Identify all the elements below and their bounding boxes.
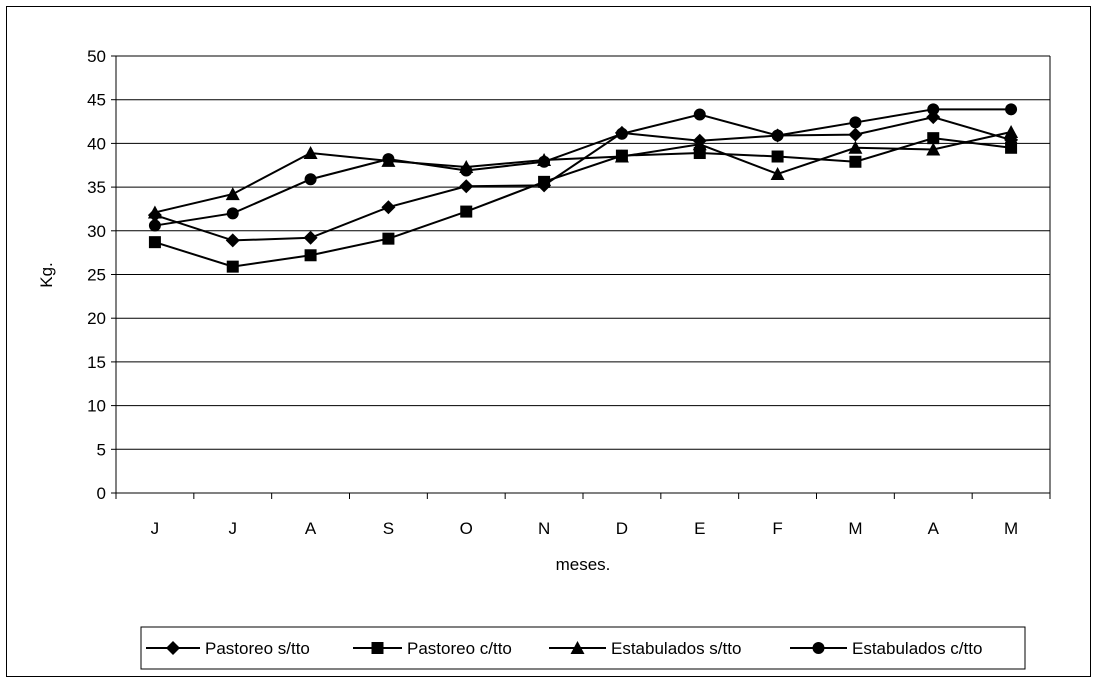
x-tick-label: A — [305, 519, 317, 538]
y-axis-title: Kg. — [37, 262, 56, 288]
data-point — [304, 173, 317, 186]
data-point — [926, 142, 941, 156]
legend-entry: Pastoreo c/tto — [353, 639, 512, 658]
data-point — [148, 236, 161, 249]
data-point — [538, 155, 551, 168]
x-tick-label: A — [928, 519, 940, 538]
data-point — [848, 140, 863, 154]
data-point — [771, 129, 784, 142]
data-point — [927, 103, 940, 116]
legend-label: Estabulados s/tto — [611, 639, 741, 658]
legend: Pastoreo s/tto Pastoreo c/tto Estabulados … — [140, 626, 1026, 670]
y-tick-label: 10 — [87, 397, 106, 416]
series-pastoreo-c-tto — [148, 132, 1018, 273]
y-tick-label: 0 — [97, 484, 106, 503]
x-tick-label: M — [848, 519, 862, 538]
x-tick-label: F — [772, 519, 782, 538]
data-point — [304, 249, 317, 262]
data-point — [460, 205, 473, 218]
y-tick-labels: 0 5 10 15 20 25 30 35 40 45 50 — [87, 47, 106, 503]
chart-frame — [6, 6, 1091, 677]
legend-entry: Estabulados s/tto — [549, 639, 741, 658]
x-tick-label: N — [538, 519, 550, 538]
data-point — [303, 146, 318, 160]
legend-label: Pastoreo s/tto — [205, 639, 310, 658]
data-point — [771, 150, 784, 163]
data-point — [148, 219, 161, 232]
y-tick-label: 40 — [87, 134, 106, 153]
y-tick-label: 45 — [87, 91, 106, 110]
series-lines — [147, 103, 1019, 273]
data-point — [459, 179, 474, 194]
series-line — [154, 116, 1012, 242]
data-point — [1005, 103, 1018, 116]
x-tick-label: J — [151, 519, 160, 538]
data-point — [460, 164, 473, 177]
data-point — [303, 230, 318, 245]
y-tick-label: 25 — [87, 266, 106, 285]
data-point — [1005, 141, 1018, 154]
legend-entry: Estabulados c/tto — [790, 639, 982, 658]
series-line — [154, 108, 1012, 227]
x-tick-label: E — [694, 519, 705, 538]
series-pastoreo-s-tto — [147, 110, 1019, 248]
data-point — [381, 200, 396, 215]
legend-marker — [166, 641, 180, 655]
legend-label: Estabulados c/tto — [852, 639, 982, 658]
series-line — [154, 131, 1012, 214]
data-point — [615, 127, 628, 140]
series-estabulados-s-tto — [147, 125, 1019, 219]
data-point — [382, 153, 395, 166]
data-point — [225, 187, 240, 201]
legend-label: Pastoreo c/tto — [407, 639, 512, 658]
y-tick-label: 5 — [97, 440, 106, 459]
y-tick-label: 35 — [87, 178, 106, 197]
data-point — [770, 166, 785, 180]
data-point — [693, 108, 706, 121]
y-tick-label: 30 — [87, 222, 106, 241]
series-line — [154, 137, 1012, 268]
data-point — [692, 137, 707, 151]
data-point — [614, 149, 629, 163]
y-tick-label: 15 — [87, 353, 106, 372]
data-point — [382, 232, 395, 245]
x-tick-label: M — [1004, 519, 1018, 538]
data-point — [848, 127, 863, 142]
x-axis-title: meses. — [556, 555, 611, 574]
x-tick-label: O — [460, 519, 473, 538]
data-point — [849, 155, 862, 168]
legend-entry: Pastoreo s/tto — [146, 639, 310, 658]
x-tick-label: J — [229, 519, 238, 538]
gridlines — [116, 55, 1050, 450]
series-estabulados-c-tto — [148, 103, 1018, 232]
legend-marker — [371, 642, 384, 654]
axes — [111, 55, 1051, 499]
x-tick-label: S — [383, 519, 394, 538]
x-tick-label: D — [616, 519, 628, 538]
y-tick-label: 50 — [87, 47, 106, 66]
data-point — [226, 207, 239, 220]
data-point — [225, 233, 240, 248]
y-tick-label: 20 — [87, 309, 106, 328]
data-point — [849, 116, 862, 129]
legend-marker — [812, 642, 825, 654]
data-point — [147, 205, 162, 219]
data-point — [927, 132, 940, 145]
legend-marker — [570, 641, 585, 654]
data-point — [538, 175, 551, 188]
data-point — [226, 260, 239, 273]
data-point — [1004, 125, 1019, 139]
